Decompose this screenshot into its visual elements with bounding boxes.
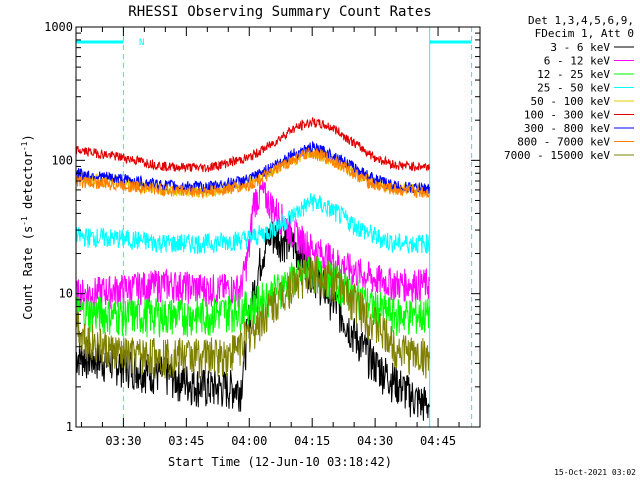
legend-header-1: Det 1,3,4,5,6,9, (528, 14, 634, 27)
legend-label: 50 - 100 keV (531, 95, 611, 108)
series-line-2 (75, 255, 430, 338)
series-line-5 (75, 117, 430, 173)
y-axis-label-sup1: -1 (20, 216, 29, 226)
legend-label: 7000 - 15000 keV (504, 149, 610, 162)
y-tick-label: 1 (66, 420, 73, 434)
plot-frame (75, 26, 481, 428)
night-annotation: N (139, 38, 144, 48)
legend-header-2: FDecim 1, Att 0 (535, 27, 634, 40)
x-tick-label: 04:45 (420, 434, 456, 448)
legend-label: 800 - 7000 keV (517, 136, 610, 149)
x-tick-label: 03:30 (105, 434, 141, 448)
legend-label: 300 - 800 keV (524, 122, 610, 135)
x-axis-label: Start Time (12-Jun-10 03:18:42) (168, 455, 392, 469)
legend-label: 100 - 300 keV (524, 109, 610, 122)
legend-label: 3 - 6 keV (550, 41, 610, 54)
y-axis-label: Count Rate (s-1 detector-1) (20, 134, 35, 319)
chart-title: RHESSI Observing Summary Count Rates (128, 4, 431, 20)
y-axis-label-sup2: -1 (20, 141, 29, 151)
timestamp: 15-Oct-2021 03:02 (554, 468, 636, 477)
x-axis-ticks: 03:30 03:45 04:00 04:15 04:30 04:45 (80, 27, 481, 448)
y-axis-label-end: ) (21, 134, 35, 141)
series-line-3 (75, 193, 430, 255)
legend-label: 12 - 25 keV (537, 68, 610, 81)
x-tick-label: 04:00 (231, 434, 267, 448)
series-line-8 (75, 255, 430, 379)
x-tick-label: 04:30 (357, 434, 393, 448)
legend-label: 25 - 50 keV (537, 82, 610, 95)
legend-label: 6 - 12 keV (544, 55, 611, 68)
x-tick-label: 04:15 (294, 434, 330, 448)
y-tick-label: 100 (51, 153, 73, 167)
series-line-7 (75, 147, 430, 200)
y-tick-label: 10 (59, 287, 73, 301)
plot-layer (75, 27, 473, 427)
y-axis-ticks: 1 10 100 1000 (44, 20, 480, 434)
y-axis-label-mid: detector (21, 151, 35, 216)
x-tick-label: 03:45 (168, 434, 204, 448)
series-line-1 (75, 179, 430, 312)
y-tick-label: 1000 (44, 20, 73, 34)
y-axis-label-main: Count Rate (s (21, 226, 35, 320)
